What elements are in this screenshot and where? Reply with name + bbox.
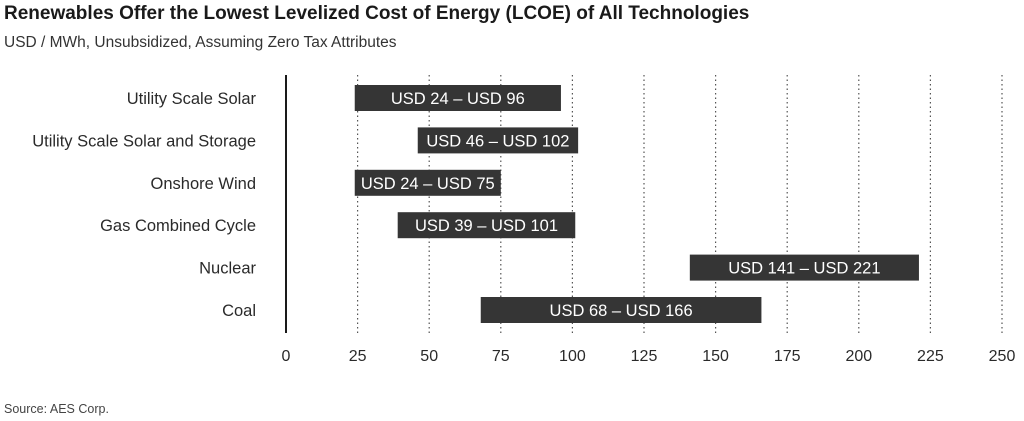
category-label: Nuclear: [199, 260, 256, 278]
x-tick-label-175: 175: [774, 348, 801, 365]
bar-value-label: USD 24 – USD 96: [391, 90, 525, 108]
category-label: Onshore Wind: [151, 175, 256, 193]
x-tick-label-125: 125: [631, 348, 658, 365]
bar-value-label: USD 24 – USD 75: [361, 175, 495, 193]
x-tick-label-200: 200: [845, 348, 872, 365]
bar-value-label: USD 141 – USD 221: [728, 260, 880, 278]
range-bar: [417, 127, 579, 154]
range-bar: [689, 254, 919, 281]
x-tick-label-100: 100: [559, 348, 586, 365]
category-label: Utility Scale Solar: [127, 90, 257, 108]
x-tick-label-0: 0: [282, 348, 291, 365]
range-bar: [354, 85, 561, 111]
x-tick-label-25: 25: [349, 348, 367, 365]
chart-title: Renewables Offer the Lowest Levelized Co…: [4, 3, 750, 24]
range-bar: [480, 297, 762, 323]
bar-value-label: USD 46 – USD 102: [426, 132, 569, 150]
category-label: Utility Scale Solar and Storage: [32, 132, 256, 150]
bar-value-label: USD 68 – USD 166: [550, 302, 693, 320]
x-tick-label-225: 225: [917, 348, 944, 365]
x-tick-label-250: 250: [989, 348, 1016, 365]
x-tick-label-150: 150: [702, 348, 729, 365]
bar-value-label: USD 39 – USD 101: [415, 217, 558, 235]
category-label: Gas Combined Cycle: [100, 217, 256, 235]
chart-subtitle: USD / MWh, Unsubsidized, Assuming Zero T…: [4, 34, 397, 51]
source-note: Source: AES Corp.: [4, 402, 109, 416]
range-bar: [354, 169, 501, 196]
category-label: Coal: [222, 302, 256, 320]
x-tick-label-75: 75: [492, 348, 510, 365]
range-bar: [397, 212, 576, 239]
x-tick-label-50: 50: [420, 348, 438, 365]
